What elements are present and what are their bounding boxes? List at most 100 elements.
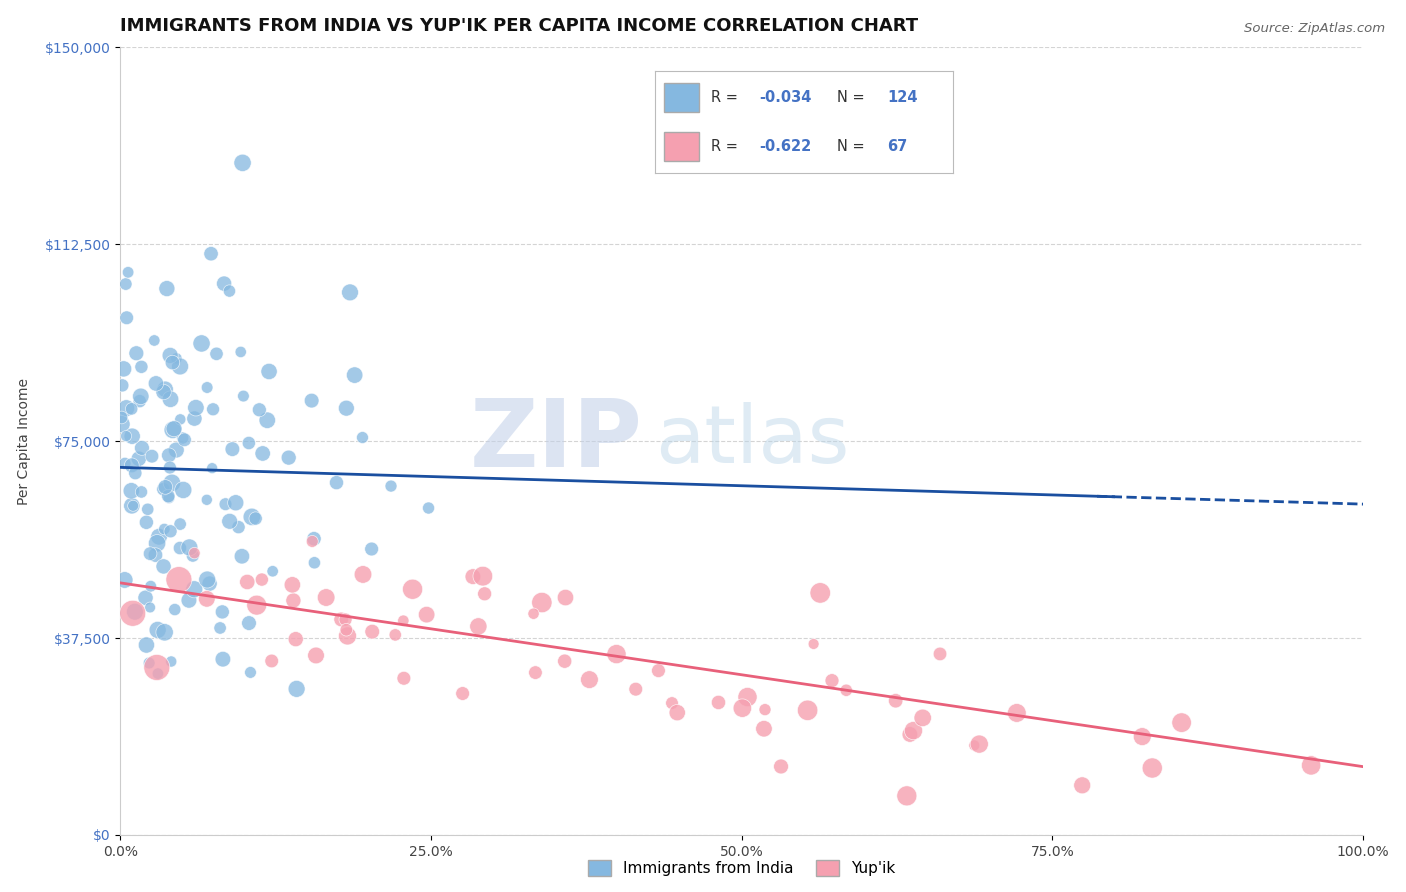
Point	[162, 423, 184, 437]
Point	[124, 466, 146, 480]
Point	[231, 549, 253, 564]
Point	[240, 509, 263, 524]
Point	[803, 637, 825, 651]
Point	[131, 359, 153, 374]
Point	[232, 389, 254, 403]
Point	[200, 246, 222, 260]
Point	[112, 362, 135, 376]
Point	[135, 516, 157, 530]
Point	[201, 461, 224, 475]
Point	[221, 442, 243, 457]
Point	[128, 451, 150, 466]
Point	[195, 573, 218, 587]
Point	[418, 501, 440, 516]
Point	[205, 347, 228, 361]
Point	[325, 475, 347, 490]
Point	[152, 559, 174, 574]
Point	[211, 605, 233, 619]
Point	[752, 722, 775, 736]
Point	[247, 402, 270, 417]
Point	[666, 706, 689, 720]
Point	[1130, 730, 1153, 744]
Point	[131, 441, 153, 455]
Point	[124, 605, 146, 619]
Point	[236, 574, 259, 589]
Point	[159, 524, 181, 539]
Point	[195, 591, 218, 606]
Point	[183, 582, 205, 597]
Point	[145, 548, 167, 562]
Point	[808, 586, 831, 600]
Point	[1071, 778, 1094, 792]
Point	[169, 517, 191, 532]
Point	[1142, 761, 1164, 775]
Point	[277, 450, 299, 465]
Point	[770, 759, 793, 773]
Point	[135, 638, 157, 652]
Point	[139, 579, 162, 593]
Point	[162, 355, 184, 369]
Point	[114, 277, 136, 291]
Point	[143, 334, 166, 348]
Point	[392, 671, 415, 685]
Point	[1170, 715, 1192, 730]
Point	[139, 547, 162, 561]
Point	[202, 402, 225, 417]
Point	[285, 681, 308, 696]
Point	[152, 482, 174, 496]
Point	[177, 593, 200, 607]
Point	[554, 591, 576, 605]
Point	[530, 596, 553, 610]
Point	[121, 401, 143, 416]
Point	[336, 629, 359, 643]
Point	[238, 436, 260, 450]
Point	[1005, 706, 1028, 720]
Point	[209, 621, 232, 635]
Point	[153, 522, 176, 536]
Point	[232, 156, 254, 170]
Point	[159, 460, 181, 475]
Point	[145, 376, 167, 391]
Point	[461, 569, 484, 583]
Point	[169, 412, 191, 426]
Point	[160, 475, 183, 490]
Point	[169, 359, 191, 374]
Point	[898, 727, 921, 741]
Text: ZIP: ZIP	[470, 395, 643, 487]
Point	[153, 382, 176, 396]
Point	[135, 591, 157, 605]
Point	[157, 491, 180, 505]
Point	[335, 613, 357, 627]
Legend: Immigrants from India, Yup'ik: Immigrants from India, Yup'ik	[582, 855, 901, 882]
Point	[239, 665, 262, 680]
Point	[184, 401, 207, 415]
Point	[315, 591, 337, 605]
Point	[111, 378, 134, 392]
Point	[256, 413, 278, 427]
Text: atlas: atlas	[655, 402, 849, 480]
Point	[214, 497, 236, 511]
Point	[903, 723, 925, 738]
Point	[284, 632, 307, 647]
Point	[304, 556, 326, 570]
Point	[183, 546, 205, 560]
Point	[245, 511, 267, 525]
Point	[605, 647, 627, 661]
Point	[110, 417, 132, 432]
Point	[524, 665, 547, 680]
Point	[796, 703, 818, 717]
Point	[120, 483, 142, 498]
Point	[167, 573, 190, 587]
Point	[281, 578, 304, 592]
Point	[146, 660, 169, 674]
Point	[380, 479, 402, 493]
Point	[737, 690, 759, 704]
Point	[361, 624, 384, 639]
Point	[141, 449, 163, 463]
Point	[121, 458, 143, 473]
Point	[148, 530, 170, 544]
Point	[152, 385, 174, 400]
Point	[335, 623, 357, 637]
Point	[554, 654, 576, 668]
Point	[339, 285, 361, 300]
